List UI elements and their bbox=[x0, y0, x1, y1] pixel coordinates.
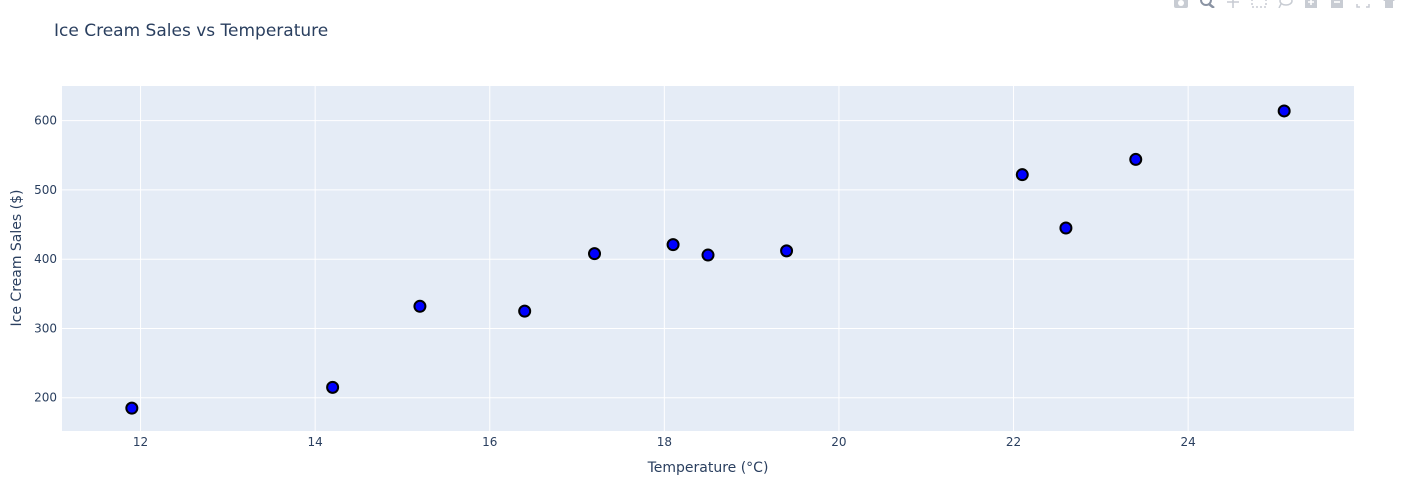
pan-icon[interactable] bbox=[1225, 0, 1241, 8]
chart-title: Ice Cream Sales vs Temperature bbox=[54, 21, 328, 41]
data-point[interactable] bbox=[413, 299, 427, 313]
y-tick-label: 400 bbox=[34, 252, 57, 266]
zoom-icon[interactable] bbox=[1199, 0, 1215, 8]
data-point[interactable] bbox=[1015, 168, 1029, 182]
x-axis-title: Temperature (°C) bbox=[647, 460, 769, 476]
y-axis-title: Ice Cream Sales ($) bbox=[9, 190, 25, 327]
data-point[interactable] bbox=[125, 401, 139, 415]
data-point[interactable] bbox=[780, 244, 794, 258]
data-point[interactable] bbox=[588, 247, 602, 261]
y-tick-label: 500 bbox=[34, 183, 57, 197]
y-tick-label: 300 bbox=[34, 321, 57, 335]
data-points bbox=[125, 104, 1291, 415]
data-point[interactable] bbox=[326, 380, 340, 394]
zoom-in-icon[interactable] bbox=[1303, 0, 1319, 8]
data-point[interactable] bbox=[518, 304, 532, 318]
lasso-select-icon[interactable] bbox=[1277, 0, 1293, 8]
data-point[interactable] bbox=[1277, 104, 1291, 118]
x-gridlines bbox=[140, 86, 1189, 431]
data-point[interactable] bbox=[701, 248, 715, 262]
x-tick-label: 24 bbox=[1180, 435, 1195, 449]
x-tick-label: 22 bbox=[1006, 435, 1021, 449]
x-tick-label: 14 bbox=[308, 435, 323, 449]
y-gridlines bbox=[62, 120, 1354, 399]
modebar bbox=[1173, 0, 1397, 8]
y-axis-ticks: 200 300 400 500 600 bbox=[34, 114, 57, 405]
x-axis-ticks: 12 14 16 18 20 22 24 bbox=[133, 435, 1196, 449]
y-tick-label: 600 bbox=[34, 114, 57, 128]
reset-axes-icon[interactable] bbox=[1381, 0, 1397, 8]
zoom-out-icon[interactable] bbox=[1329, 0, 1345, 8]
x-tick-label: 12 bbox=[133, 435, 148, 449]
y-tick-label: 200 bbox=[34, 391, 57, 405]
data-point[interactable] bbox=[1129, 152, 1143, 166]
x-tick-label: 18 bbox=[657, 435, 672, 449]
x-tick-label: 20 bbox=[831, 435, 846, 449]
data-point[interactable] bbox=[666, 238, 680, 252]
x-tick-label: 16 bbox=[482, 435, 497, 449]
camera-icon[interactable] bbox=[1173, 0, 1189, 8]
data-point[interactable] bbox=[1059, 221, 1073, 235]
